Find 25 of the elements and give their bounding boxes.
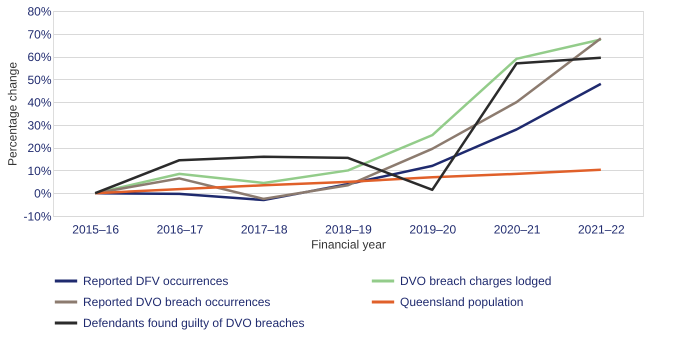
y-tick-label: 20% xyxy=(27,141,52,156)
y-tick-label: 80% xyxy=(27,4,52,18)
x-tick-label: 2016–17 xyxy=(156,222,204,236)
y-tick-label: 10% xyxy=(27,164,52,178)
x-tick-label: 2021–22 xyxy=(578,222,626,236)
legend-label: Defendants found guilty of DVO breaches xyxy=(83,316,304,330)
x-tick-label: 2015–16 xyxy=(72,222,120,236)
x-axis-title: Financial year xyxy=(311,238,386,252)
y-tick-label: 60% xyxy=(27,50,52,64)
x-tick-label: 2020–21 xyxy=(494,222,541,236)
x-tick-label: 2017–18 xyxy=(240,222,288,236)
legend-label: Reported DFV occurrences xyxy=(83,274,228,288)
y-axis-title: Percentage change xyxy=(5,62,20,166)
legend-label: Reported DVO breach occurrences xyxy=(83,295,270,309)
legend-label: DVO breach charges lodged xyxy=(400,274,552,288)
legend-label: Queensland population xyxy=(400,295,524,309)
y-tick-label: -10% xyxy=(23,210,52,224)
y-tick-label: 40% xyxy=(27,96,52,110)
y-tick-label: 30% xyxy=(27,118,52,132)
y-tick-label: 0% xyxy=(34,186,52,201)
line-series xyxy=(94,168,602,194)
x-tick-label: 2019–20 xyxy=(409,222,456,236)
y-tick-label: 50% xyxy=(27,72,52,87)
y-tick-label: 70% xyxy=(27,27,52,42)
x-tick-label: 2018–19 xyxy=(325,222,372,236)
